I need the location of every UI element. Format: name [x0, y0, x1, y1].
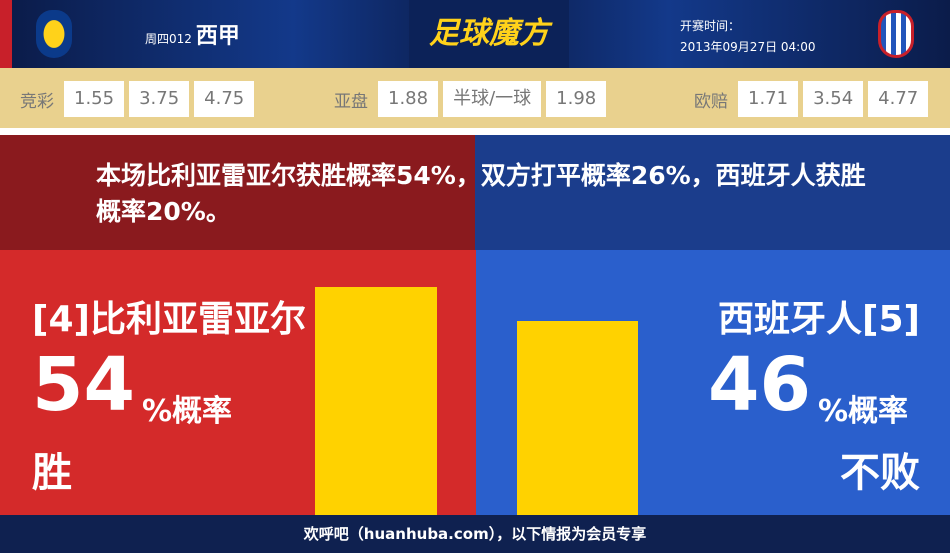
odds-cell: 3.75 — [129, 81, 190, 117]
away-outcome: 不败 — [840, 450, 920, 496]
home-team-badge-icon — [36, 10, 72, 58]
away-pct-unit: %概率 — [818, 394, 909, 429]
yapan-odds: 亚盘 1.88 半球/一球 1.98 — [334, 81, 607, 117]
home-pct: 54 — [32, 342, 135, 428]
odds-bar: 竞彩 1.55 3.75 4.75 亚盘 1.88 半球/一球 1.98 欧赔 1.71 3.5… — [0, 68, 950, 135]
odds-cell: 1.55 — [64, 81, 125, 117]
away-pct: 46 — [708, 342, 811, 428]
odds-cell: 4.75 — [194, 81, 255, 117]
summary-bg-away — [475, 135, 950, 250]
home-probability-bar — [315, 287, 437, 515]
odds-label: 欧赔 — [694, 91, 728, 112]
away-team-badge-icon — [878, 10, 914, 58]
odds-cell: 半球/一球 — [443, 81, 542, 117]
logo: 足球魔方 — [409, 0, 569, 68]
home-pct-unit: %概率 — [142, 394, 233, 429]
odds-cell: 3.54 — [803, 81, 864, 117]
oupei-odds: 欧赔 1.71 3.54 4.77 — [694, 81, 929, 117]
kickoff-info: 开赛时间： 2013年09月27日 04:00 — [680, 16, 815, 58]
league-info: 周四012 西甲 — [145, 18, 240, 50]
jingcai-odds: 竞彩 1.55 3.75 4.75 — [20, 81, 255, 117]
odds-cell: 1.98 — [546, 81, 607, 117]
odds-cell: 4.77 — [868, 81, 929, 117]
away-probability-bar — [517, 320, 638, 515]
match-number: 周四012 — [145, 32, 192, 46]
summary-text: 本场比利亚雷亚尔获胜概率54%，双方打平概率26%，西班牙人获胜概率20%。 — [96, 161, 866, 226]
odds-cell: 1.88 — [378, 81, 439, 117]
kickoff-label: 开赛时间： — [680, 19, 741, 33]
league-name: 西甲 — [195, 24, 240, 49]
odds-cell: 1.71 — [738, 81, 799, 117]
home-outcome: 胜 — [32, 450, 72, 496]
footer: 欢呼吧（huanhuba.com），以下情报为会员专享 — [0, 515, 950, 553]
header: 周四012 西甲 足球魔方 开赛时间： 2013年09月27日 04:00 — [0, 0, 950, 68]
away-team-name: 西班牙人[5] — [718, 299, 920, 340]
kickoff-time: 2013年09月27日 04:00 — [680, 40, 816, 54]
summary-bg-home — [0, 135, 475, 250]
home-team-name: [4]比利亚雷亚尔 — [32, 299, 306, 340]
odds-label: 亚盘 — [334, 91, 368, 112]
odds-label: 竞彩 — [20, 91, 54, 112]
